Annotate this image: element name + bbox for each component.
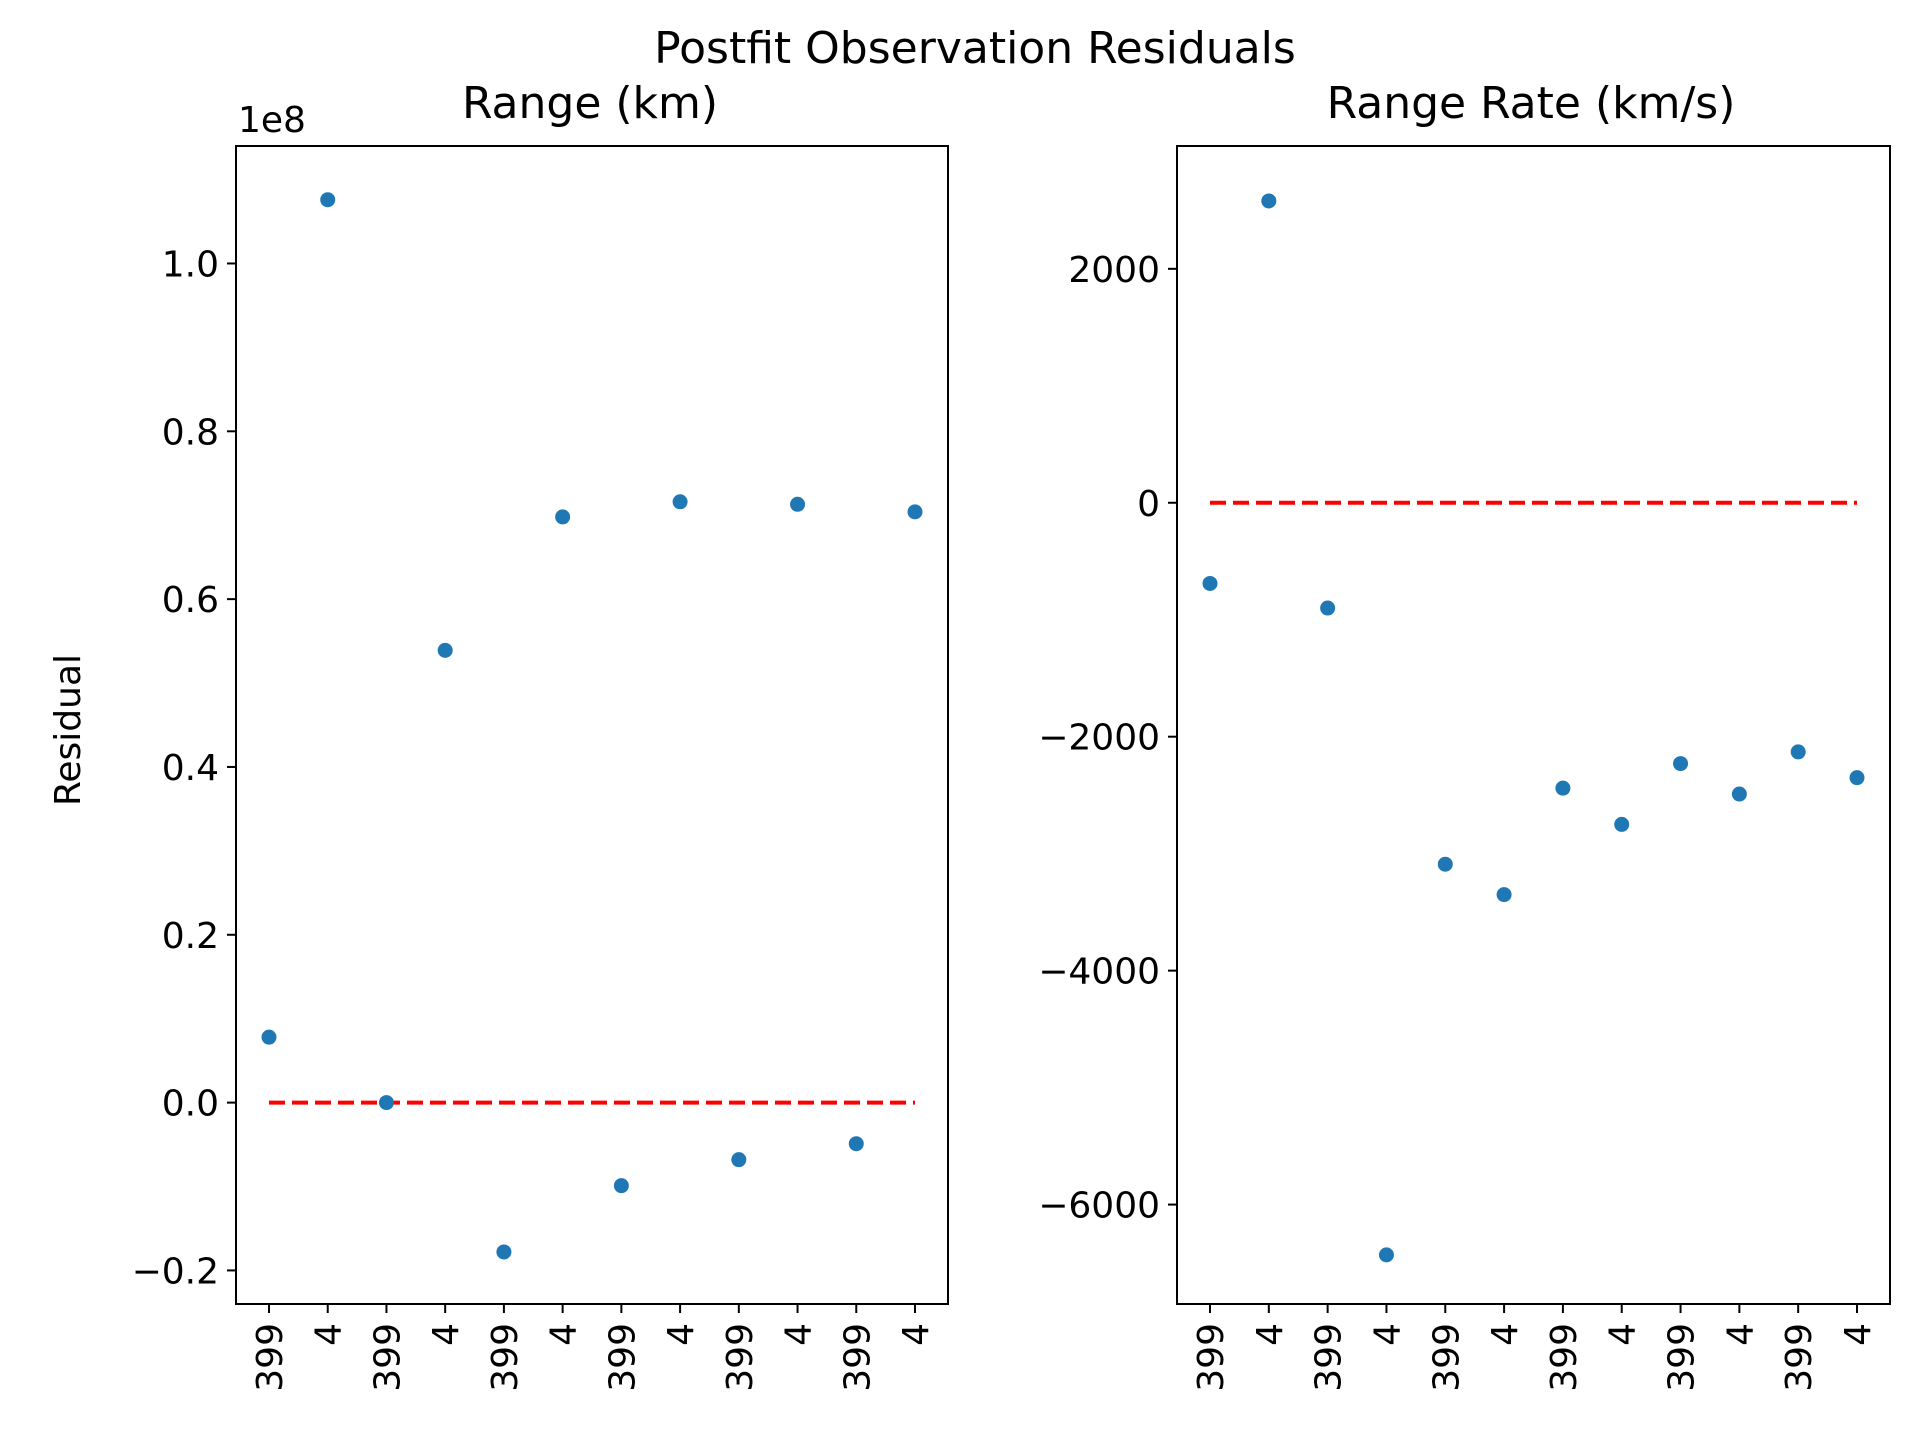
y-axis-label: Residual (48, 654, 89, 806)
data-point (1790, 744, 1806, 760)
y-tick-label: 0.4 (162, 748, 219, 789)
axes-frame (235, 145, 949, 1305)
y-tick-label: 0.2 (162, 916, 219, 957)
data-point (1261, 193, 1277, 209)
x-tick-label: 4 (896, 1323, 937, 1346)
data-point (1320, 600, 1336, 616)
data-point (261, 1029, 277, 1045)
y-tick-label: −4000 (1038, 952, 1160, 993)
x-tick-label: 399 (602, 1323, 643, 1392)
range-rate-panel: Range Rate (km/s) −6000 −4000 −2000 0 2000 39… (1038, 78, 1891, 1392)
data-point (731, 1152, 747, 1168)
data-point (1614, 816, 1630, 832)
data-point (1555, 780, 1571, 796)
x-tick-label: 4 (1367, 1323, 1408, 1346)
x-tick-label: 4 (1250, 1323, 1291, 1346)
x-tick-label: 4 (1838, 1323, 1879, 1346)
data-point (555, 509, 571, 525)
data-point (672, 494, 688, 510)
x-tick-label: 4 (426, 1323, 467, 1346)
x-tick-label: 399 (837, 1323, 878, 1392)
y-tick-label: −0.2 (132, 1251, 219, 1292)
x-tick-label: 399 (367, 1323, 408, 1392)
y-tick-label: 1.0 (162, 244, 219, 285)
y-tick-label: 0.8 (162, 412, 219, 453)
y-tick-label: 0.6 (162, 580, 219, 621)
data-point (1849, 770, 1865, 786)
x-tick-label: 4 (544, 1323, 585, 1346)
x-tick-label: 399 (1779, 1323, 1820, 1392)
x-tick-label: 4 (1485, 1323, 1526, 1346)
data-point (848, 1136, 864, 1152)
data-point (437, 642, 453, 658)
y-tick-label: −6000 (1038, 1186, 1160, 1227)
data-point (320, 192, 336, 208)
range-panel-title: Range (km) (462, 78, 718, 129)
x-tick-label: 399 (1309, 1323, 1350, 1392)
range-panel: Range (km) 1e8 −0.2 0.0 0.2 0.4 0.6 0.8 1.0 399… (132, 78, 949, 1392)
x-tick-label: 4 (779, 1323, 820, 1346)
x-tick-label: 399 (1426, 1323, 1467, 1392)
data-point (790, 496, 806, 512)
x-tick-label: 399 (1662, 1323, 1703, 1392)
x-tick-label: 399 (1191, 1323, 1232, 1392)
data-point (1437, 856, 1453, 872)
x-tick-label: 4 (1603, 1323, 1644, 1346)
x-tick-label: 399 (250, 1323, 291, 1392)
data-point (613, 1178, 629, 1194)
data-point (1731, 786, 1747, 802)
data-point (1496, 887, 1512, 903)
y-tick-label: 0.0 (162, 1084, 219, 1125)
x-tick-label: 4 (661, 1323, 702, 1346)
data-point (907, 504, 923, 520)
y-tick-label: 2000 (1068, 250, 1160, 291)
data-point (378, 1095, 394, 1111)
x-tick-label: 399 (1544, 1323, 1585, 1392)
data-point (1202, 575, 1218, 591)
figure-suptitle: Postfit Observation Residuals (654, 23, 1296, 74)
x-tick-label: 399 (485, 1323, 526, 1392)
x-tick-label: 399 (720, 1323, 761, 1392)
range-rate-panel-title: Range Rate (km/s) (1327, 78, 1736, 129)
data-point (496, 1244, 512, 1260)
y-tick-label: 0 (1137, 484, 1160, 525)
x-tick-label: 4 (309, 1323, 350, 1346)
axes-frame (1176, 145, 1891, 1305)
range-offset-text: 1e8 (238, 100, 306, 141)
y-tick-label: −2000 (1038, 718, 1160, 759)
data-point (1378, 1247, 1394, 1263)
x-tick-label: 4 (1720, 1323, 1761, 1346)
data-point (1673, 756, 1689, 772)
